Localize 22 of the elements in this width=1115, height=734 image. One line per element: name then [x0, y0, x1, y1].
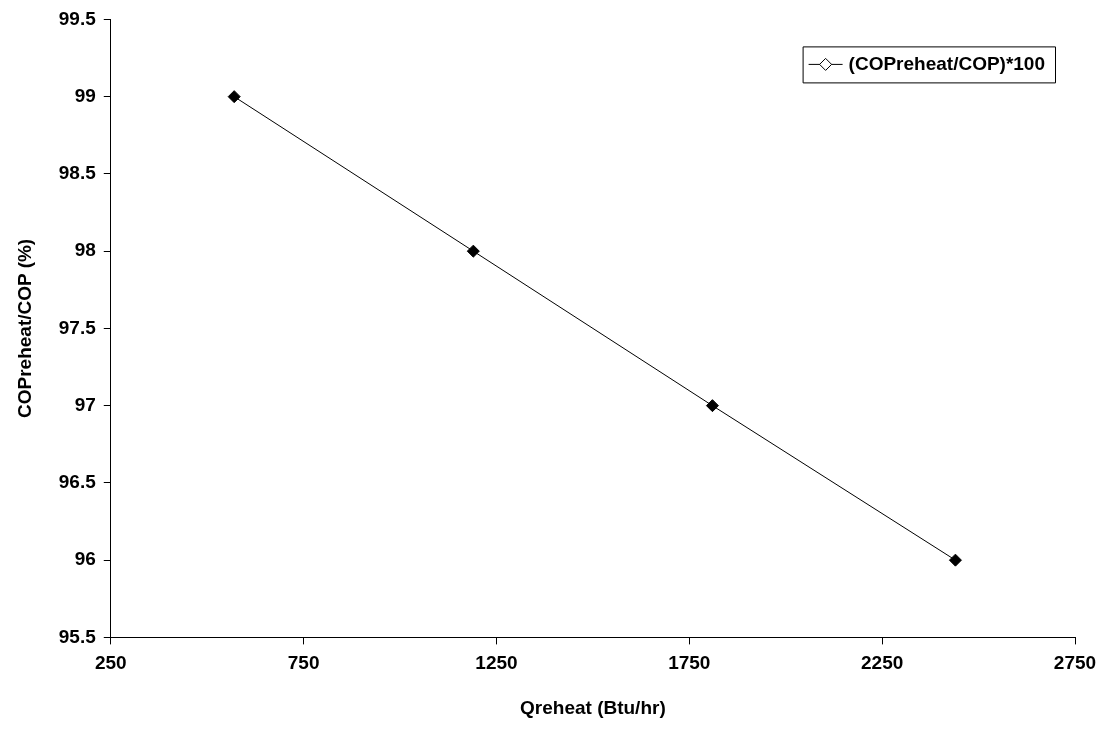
x-tick-label: 750 [287, 652, 320, 674]
y-tick-label: 97 [74, 393, 96, 415]
x-tick-label: 1750 [668, 652, 711, 674]
point [948, 553, 962, 567]
y-tick-label: 97.5 [58, 316, 97, 338]
y-axis-title: COPreheat/COP (%) [13, 238, 35, 418]
legend-label: (COPreheat/COP)*100 [848, 52, 1045, 74]
x-tick-label: 2250 [861, 652, 904, 674]
y-tick-label: 99.5 [58, 7, 97, 29]
y-tick-label: 98.5 [58, 162, 97, 184]
point [705, 399, 719, 413]
x-axis-title: Qreheat (Btu/hr) [520, 696, 666, 718]
y-tick-label: 96.5 [58, 471, 97, 493]
y-tick-label: 96 [74, 548, 96, 570]
point [466, 244, 480, 258]
y-tick-label: 99 [74, 84, 96, 106]
x-tick-label: 2750 [1053, 652, 1097, 674]
x-tick-label: 1250 [475, 652, 518, 674]
point [227, 90, 241, 104]
y-tick-label: 98 [74, 239, 96, 261]
y-tick-label: 95.5 [58, 625, 97, 647]
x-tick-label: 250 [94, 652, 127, 674]
